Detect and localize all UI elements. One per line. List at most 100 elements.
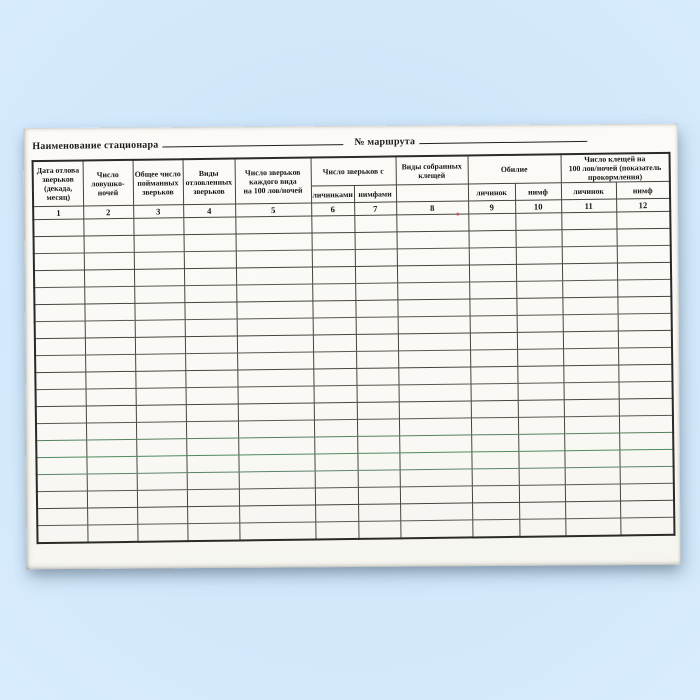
empty-cell [398,367,471,385]
empty-cell [313,351,357,370]
empty-cell [184,319,237,337]
empty-cell [469,315,517,334]
empty-cell [35,372,86,390]
empty-cell [186,489,240,507]
empty-cell [400,520,473,538]
empty-cell [36,474,87,492]
empty-cell [620,517,675,536]
empty-cell [134,319,185,338]
empty-cell [470,400,518,419]
column-number: 1 [33,206,84,220]
empty-cell [237,352,314,371]
empty-cell [620,500,675,519]
empty-cell [187,523,240,541]
empty-cell [355,316,398,335]
empty-cell [470,349,518,368]
empty-cell [562,280,618,298]
empty-cell [468,264,517,283]
empty-cell [34,338,86,356]
empty-cell [135,404,186,423]
empty-cell [356,418,400,437]
empty-cell [517,348,564,367]
empty-cell [355,282,398,301]
subheader-empty [395,184,469,203]
empty-cell [563,365,619,383]
empty-cell [183,234,236,252]
empty-cell [37,525,88,543]
empty-cell [35,423,87,441]
empty-cell [313,419,358,438]
empty-cell [238,437,315,456]
col-header-catch-date: Дата отлова зверьков (декада, месяц) [32,160,84,207]
empty-cell [313,385,357,404]
subheader-per100-nymphs: нимф [615,181,671,200]
empty-cell [185,353,238,371]
empty-cell [35,355,86,373]
empty-cell [183,268,237,286]
empty-cell [565,501,621,519]
empty-cell [561,246,617,264]
empty-cell [35,406,86,424]
column-number: 11 [561,199,617,213]
empty-cell [311,266,356,285]
empty-cell [397,282,470,300]
empty-cell [314,436,358,455]
col-header-animals-per-100: Число зверьков каждого вида на 100 лов/н… [234,157,312,205]
empty-cell [134,302,185,321]
empty-cell [470,366,518,385]
empty-cell [135,370,186,389]
empty-cell [516,331,564,350]
empty-cell [33,253,84,271]
empty-cell [86,473,137,492]
empty-cell [399,452,472,470]
group-header-animals-with: Число зверьков с [310,156,396,187]
empty-cell [33,219,84,237]
empty-cell [399,469,472,487]
column-number: 10 [515,199,562,214]
empty-cell [235,216,312,235]
empty-cell [314,487,359,506]
empty-cell [133,217,184,236]
empty-cell [357,435,400,454]
column-number: 4 [183,204,236,218]
empty-cell [396,248,469,266]
empty-cell [137,523,188,542]
empty-cell [235,267,313,286]
scan-artifact-red-speck [456,212,460,216]
empty-cell [136,438,187,457]
empty-cell [356,401,399,420]
empty-cell [313,402,357,421]
empty-cell [618,398,673,417]
empty-cell [358,520,401,539]
empty-cell [515,246,562,265]
column-number: 12 [616,198,671,213]
empty-cell [83,269,135,288]
empty-cell [314,453,358,472]
empty-cell [237,369,314,388]
empty-cell [84,320,135,339]
empty-cell [517,416,565,435]
col-header-total-caught: Общее число пойманных зверьков [132,159,184,206]
empty-cell [564,467,620,485]
empty-cell [187,506,240,524]
empty-cell [398,401,471,419]
group-header-abundance: Обилие [467,154,561,185]
col-header-trap-nights: Число ловушко- ночей [82,159,134,207]
empty-cell [312,317,356,336]
empty-cell [396,231,469,249]
station-name-label: Наименование стационара [32,139,159,153]
empty-cell [184,285,237,303]
empty-cell [619,466,674,485]
empty-cell [136,455,187,474]
empty-cell [136,489,188,508]
empty-cell [238,454,315,473]
empty-cell [399,486,473,504]
empty-cell [354,215,397,233]
empty-cell [134,336,186,355]
empty-cell [399,435,472,453]
empty-cell [515,212,562,231]
empty-cell [239,505,316,524]
empty-cell [518,467,565,486]
empty-cell [184,302,237,320]
empty-cell [239,522,316,541]
